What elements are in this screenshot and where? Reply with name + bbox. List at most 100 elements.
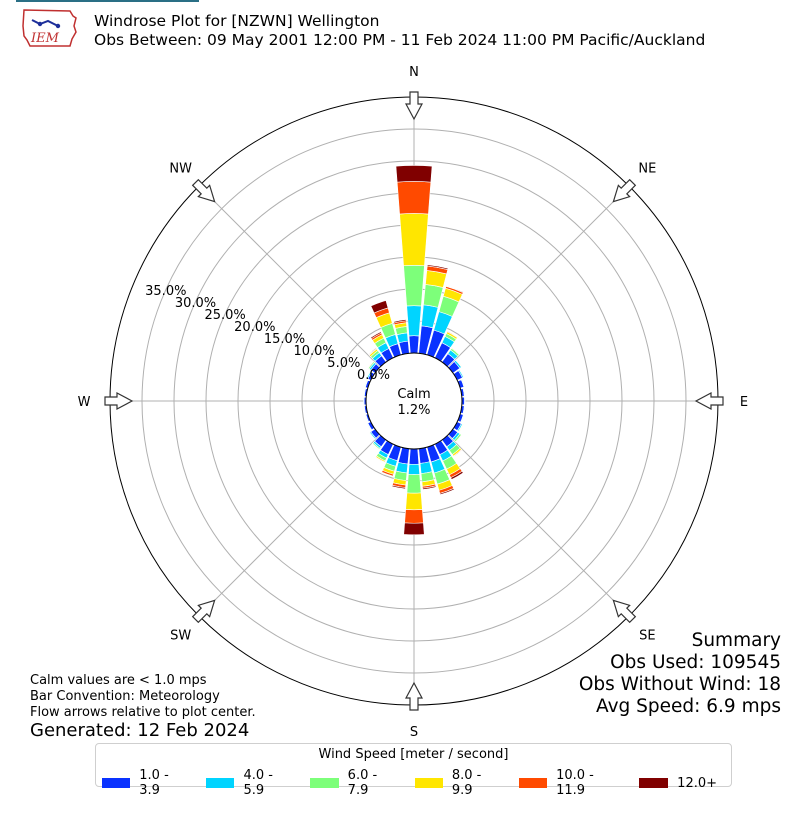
flow-arrow-e — [694, 392, 724, 410]
rose-bar-segment — [455, 358, 463, 368]
rose-bar-segment — [450, 470, 464, 480]
legend-label: 4.0 - 5.9 — [243, 768, 273, 798]
rose-bar-segment — [405, 492, 423, 511]
rose-bar-segment — [381, 471, 394, 478]
rose-bar-segment — [451, 347, 461, 356]
rose-bar-segment — [367, 347, 377, 356]
flow-arrow-w — [104, 392, 134, 410]
rose-bar-segment — [368, 432, 376, 440]
generated-date: Generated: 12 Feb 2024 — [30, 720, 250, 741]
flow-arrow-se — [612, 599, 637, 624]
flow-arrow-n — [405, 91, 423, 121]
summary-obs-without-wind: Obs Without Wind: 18 — [578, 674, 781, 695]
legend-items: 1.0 - 3.9 4.0 - 5.9 6.0 - 7.9 8.0 - 9.9 10.0… — [102, 768, 731, 798]
flow-arrow — [405, 91, 423, 121]
calm-circle — [365, 352, 463, 450]
rose-bar-segment — [363, 396, 365, 406]
rose-bar-segment — [403, 265, 425, 307]
flow-arrow — [694, 392, 724, 410]
rose-bar-segment — [461, 378, 466, 388]
rose-bar-segment — [464, 396, 466, 406]
legend-swatch — [102, 778, 131, 788]
iowa-outline — [22, 9, 77, 47]
rose-bar-segment — [462, 387, 466, 397]
logo-dot — [55, 23, 61, 29]
flow-arrow-nw — [191, 178, 216, 203]
legend: Wind Speed [meter / second] 1.0 - 3.9 4.0… — [95, 743, 732, 798]
compass-label-se: SE — [639, 628, 655, 643]
rose-bar-segment — [462, 405, 466, 415]
summary-obs-used: Obs Used: 109545 — [610, 652, 781, 673]
flow-arrow — [191, 178, 216, 203]
compass-label-w: W — [78, 395, 91, 410]
rose-bar-segment — [399, 213, 429, 267]
compass-label-nw: NW — [169, 162, 192, 177]
rose-bar-segment — [396, 181, 432, 215]
flow-arrow — [405, 681, 423, 711]
summary-heading: Summary — [691, 630, 781, 651]
rose-bar-segment — [426, 264, 449, 270]
legend-swatch — [518, 778, 548, 788]
rose-bar-segment — [458, 369, 465, 378]
legend-swatch — [206, 778, 235, 788]
compass-label-s: S — [410, 725, 418, 740]
rose-bar-segment — [455, 434, 463, 443]
rose-bar-segment — [458, 424, 465, 433]
legend-title: Wind Speed [meter / second] — [318, 747, 509, 762]
legend-entry: 10.0 - 11.9 — [518, 768, 625, 798]
legend-label: 1.0 - 3.9 — [139, 768, 169, 798]
rose-bar-segment — [374, 456, 386, 464]
flow-arrow-ne — [612, 178, 637, 203]
flow-arrow — [612, 178, 637, 203]
summary-avg-speed: Avg Speed: 6.9 mps — [596, 696, 781, 717]
calm-label: Calm — [397, 387, 430, 402]
rose-bar-segment — [367, 360, 375, 369]
radial-tick-label: 30.0% — [175, 296, 216, 311]
flow-arrows-note: Flow arrows relative to plot center. — [30, 705, 256, 720]
rose-bar-segment — [408, 448, 420, 465]
top-rule — [16, 0, 199, 2]
rose-bar-segment — [439, 488, 455, 496]
rose-bar-segment — [404, 509, 424, 524]
rose-bar-segment — [406, 305, 422, 337]
legend-entry: 4.0 - 5.9 — [206, 768, 296, 798]
rose-bar-segment — [406, 474, 422, 494]
rose-bar-segment — [408, 335, 420, 354]
legend-entry: 1.0 - 3.9 — [102, 768, 192, 798]
legend-entry: 12.0+ — [639, 768, 717, 798]
bar-convention-note: Bar Convention: Meteorology — [30, 689, 220, 704]
rose-bar-segment — [393, 319, 407, 324]
grid-spoke — [198, 185, 381, 368]
chart-subtitle: Obs Between: 09 May 2001 12:00 PM - 11 F… — [94, 31, 706, 49]
rose-bar-segment — [363, 388, 367, 397]
rose-bar-segment — [453, 449, 463, 458]
legend-label: 6.0 - 7.9 — [347, 768, 378, 798]
legend-label: 8.0 - 9.9 — [451, 768, 482, 798]
grid-spoke — [198, 434, 381, 617]
radial-tick-label: 35.0% — [145, 284, 186, 299]
chart-title: Windrose Plot for [NZWN] Wellington — [94, 12, 380, 30]
compass-label-ne: NE — [638, 162, 656, 177]
compass-label-sw: SW — [170, 628, 191, 643]
rose-bar-segment — [363, 379, 368, 388]
radial-tick-label: 0.0% — [357, 368, 390, 383]
rose-bar-segment — [371, 443, 380, 451]
summary-box: Summary Obs Used: 109545 Obs Without Win… — [579, 630, 781, 718]
flow-arrow-s — [405, 681, 423, 711]
radial-tick-label: 10.0% — [293, 344, 334, 359]
rose-bar-segment — [364, 414, 369, 423]
rose-bar-segment — [395, 165, 433, 183]
legend-entry: 8.0 - 9.9 — [414, 768, 505, 798]
rose-bar-segment — [365, 370, 372, 379]
compass-label-n: N — [409, 65, 419, 80]
flow-arrow — [612, 599, 637, 624]
iem-logo: IEM — [22, 9, 77, 47]
radial-tick-label: 15.0% — [264, 332, 305, 347]
rose-bar-segment — [445, 285, 464, 293]
radial-tick-label: 25.0% — [204, 308, 245, 323]
rose-bar-segment — [446, 330, 459, 339]
flow-arrow — [104, 392, 134, 410]
legend-swatch — [310, 778, 339, 788]
